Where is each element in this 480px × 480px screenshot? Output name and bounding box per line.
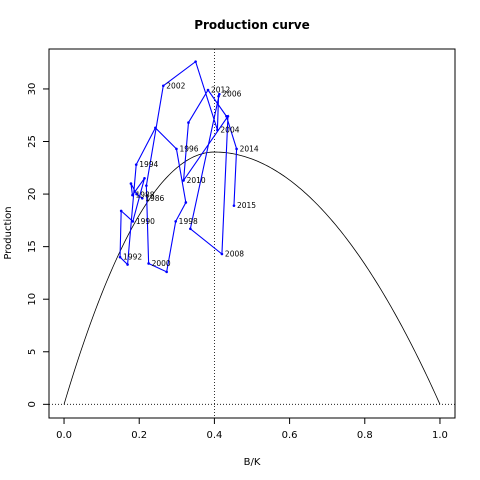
data-point (182, 179, 185, 182)
data-point (119, 209, 123, 213)
data-point (187, 121, 190, 124)
data-point (175, 147, 178, 151)
y-axis: 0 5 10 15 20 25 30 (27, 83, 49, 408)
data-point (145, 184, 148, 187)
y-tick-label: 5 (27, 349, 38, 355)
x-axis: 0.0 0.2 0.4 0.6 0.8 1.0 (56, 418, 448, 441)
data-point (217, 95, 220, 98)
y-axis-label: Production (3, 206, 14, 259)
series-layer (118, 60, 238, 274)
x-axis-label: B/K (244, 457, 261, 468)
point-label: 1992 (123, 253, 142, 262)
point-label: 1990 (136, 217, 155, 226)
point-label: 2014 (240, 144, 259, 153)
plot-frame (48, 48, 456, 419)
data-point (194, 60, 197, 63)
y-tick-label: 20 (27, 188, 38, 201)
x-tick-label: 0.6 (282, 430, 298, 441)
data-point (131, 193, 134, 197)
data-point (147, 262, 150, 265)
y-tick-label: 15 (27, 240, 38, 253)
y-tick-label: 25 (27, 135, 38, 148)
curve-layer (63, 151, 441, 405)
point-label: 2012 (211, 86, 230, 95)
data-point (134, 163, 138, 166)
y-tick-label: 30 (27, 83, 38, 96)
data-point (129, 182, 133, 185)
point-label: 1998 (179, 217, 198, 226)
data-point (216, 128, 219, 132)
y-tick-label: 0 (27, 401, 38, 407)
x-tick-label: 0.4 (206, 430, 222, 441)
data-point (126, 263, 129, 266)
data-point (165, 270, 168, 274)
x-tick-label: 0.2 (131, 430, 147, 441)
data-point (220, 252, 224, 256)
x-tick-label: 0.0 (56, 430, 72, 441)
data-point (217, 92, 221, 96)
point-label: 1986 (145, 194, 164, 203)
point-label: 2010 (187, 176, 206, 185)
data-point (189, 227, 192, 231)
data-point (174, 220, 177, 223)
data-point (143, 177, 146, 180)
data-point (232, 204, 236, 207)
reference-lines (49, 49, 455, 418)
data-point (206, 88, 210, 92)
data-point (235, 147, 238, 151)
point-label: 1988 (135, 191, 154, 200)
data-point (161, 84, 165, 88)
x-tick-label: 1.0 (432, 430, 448, 441)
x-tick-label: 0.8 (357, 430, 373, 441)
data-point (140, 196, 144, 200)
data-point (131, 220, 135, 223)
chart-title: Production curve (194, 18, 310, 32)
y-tick-label: 10 (27, 293, 38, 306)
data-point (118, 255, 122, 259)
point-label: 1996 (179, 144, 198, 153)
data-point (135, 192, 138, 196)
point-label: 2004 (220, 125, 239, 134)
point-label: 2000 (152, 259, 171, 268)
production-curve-line (63, 151, 441, 405)
point-label: 2015 (237, 201, 256, 210)
point-label: 1994 (139, 160, 158, 169)
data-point (225, 114, 228, 118)
data-point (184, 201, 188, 204)
point-label: 2002 (166, 81, 185, 90)
point-label: 2006 (222, 90, 241, 99)
data-point (154, 126, 157, 130)
point-label: 2008 (225, 250, 244, 259)
